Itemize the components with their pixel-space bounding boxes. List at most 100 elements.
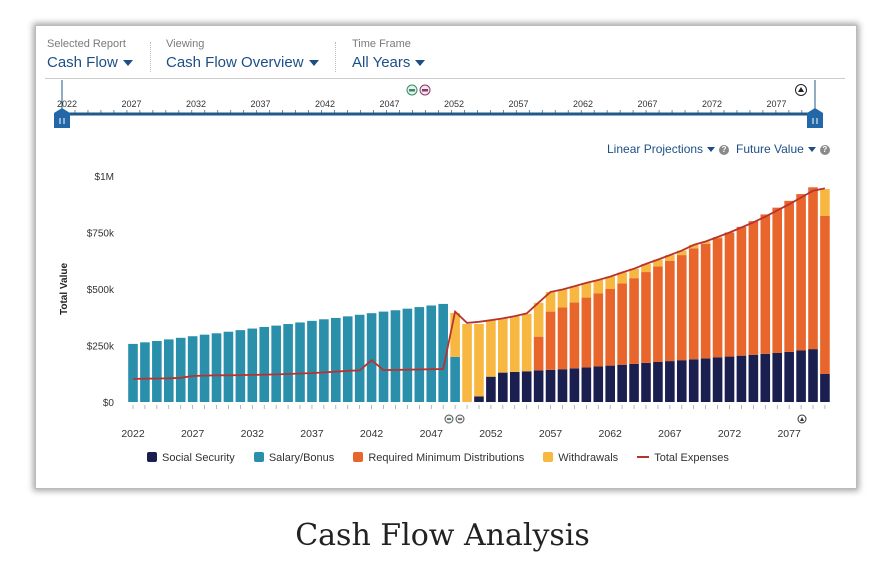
bar-rmd[interactable] (641, 272, 651, 363)
time-frame-dropdown[interactable]: Time Frame All Years (352, 38, 426, 71)
legend-withdrawals[interactable]: Withdrawals (543, 452, 618, 464)
bar-withdrawals[interactable] (820, 189, 830, 217)
bar-rmd[interactable] (808, 187, 818, 350)
legend-social-security[interactable]: Social Security (147, 452, 235, 464)
bar-withdrawals[interactable] (688, 244, 699, 249)
bar-social-security[interactable] (760, 353, 771, 402)
bar-rmd[interactable] (688, 248, 699, 360)
bar-withdrawals[interactable] (641, 263, 651, 273)
bar-salary[interactable] (354, 314, 365, 402)
bar-rmd[interactable] (676, 255, 687, 361)
linear-projections-dropdown[interactable]: Linear Projections? (607, 142, 730, 156)
bar-social-security[interactable] (641, 362, 651, 402)
bar-withdrawals[interactable] (665, 255, 675, 261)
bar-rmd[interactable] (593, 293, 604, 367)
bar-social-security[interactable] (724, 356, 735, 402)
bar-salary[interactable] (331, 317, 341, 402)
bar-social-security[interactable] (784, 351, 794, 402)
bar-rmd[interactable] (772, 207, 783, 353)
bar-rmd[interactable] (700, 243, 711, 359)
bar-salary[interactable] (378, 311, 389, 402)
bar-social-security[interactable] (486, 376, 496, 402)
bar-rmd[interactable] (748, 221, 759, 355)
bar-social-security[interactable] (605, 365, 615, 402)
bar-social-security[interactable] (474, 396, 484, 402)
bar-social-security[interactable] (653, 361, 663, 402)
bar-salary[interactable] (163, 339, 174, 402)
legend-rmd[interactable]: Required Minimum Distributions (353, 452, 524, 464)
bar-salary[interactable] (319, 319, 329, 402)
bar-salary[interactable] (402, 308, 413, 402)
bar-withdrawals[interactable] (569, 286, 580, 303)
bar-salary[interactable] (342, 316, 353, 402)
bar-salary[interactable] (211, 333, 222, 402)
bar-social-security[interactable] (617, 364, 627, 402)
legend-salary-bonus[interactable]: Salary/Bonus (253, 452, 334, 464)
bar-social-security[interactable] (545, 369, 556, 402)
bar-salary[interactable] (128, 343, 138, 402)
viewing-dropdown[interactable]: Viewing Cash Flow Overview (166, 38, 319, 71)
bar-salary[interactable] (307, 320, 317, 402)
bar-salary[interactable] (247, 328, 258, 402)
bar-rmd[interactable] (760, 214, 771, 354)
bar-withdrawals[interactable] (533, 302, 544, 337)
bar-salary[interactable] (366, 313, 377, 402)
bar-social-security[interactable] (581, 367, 592, 402)
bar-rmd[interactable] (533, 336, 544, 371)
bar-salary[interactable] (426, 305, 437, 402)
bar-withdrawals[interactable] (521, 313, 532, 372)
bar-withdrawals[interactable] (700, 241, 711, 244)
bar-withdrawals[interactable] (581, 282, 592, 298)
bar-social-security[interactable] (569, 368, 580, 402)
bar-rmd[interactable] (665, 260, 675, 362)
bar-rmd[interactable] (796, 194, 806, 351)
event-icon[interactable] (444, 414, 454, 424)
bar-social-security[interactable] (665, 361, 675, 402)
bar-withdrawals[interactable] (557, 289, 568, 308)
up-arrow-circle-icon[interactable] (797, 414, 807, 424)
bar-salary[interactable] (283, 324, 293, 402)
bar-social-security[interactable] (808, 349, 818, 402)
bar-salary[interactable] (199, 334, 210, 402)
bar-rmd[interactable] (653, 266, 663, 362)
bar-withdrawals[interactable] (629, 268, 639, 279)
bar-salary[interactable] (450, 356, 460, 402)
bar-withdrawals[interactable] (545, 291, 556, 312)
help-icon[interactable]: ? (819, 144, 830, 155)
bar-withdrawals[interactable] (474, 324, 484, 397)
bar-social-security[interactable] (772, 352, 783, 402)
bar-withdrawals[interactable] (593, 279, 604, 294)
bar-withdrawals[interactable] (450, 312, 460, 357)
bar-withdrawals[interactable] (509, 316, 520, 372)
bar-salary[interactable] (390, 310, 401, 402)
bar-social-security[interactable] (796, 350, 806, 402)
bar-withdrawals[interactable] (498, 318, 508, 373)
bar-social-security[interactable] (820, 373, 830, 402)
event-icon[interactable] (455, 414, 465, 424)
bar-salary[interactable] (175, 337, 186, 402)
bar-salary[interactable] (187, 336, 198, 402)
bar-rmd[interactable] (724, 232, 735, 357)
bar-social-security[interactable] (593, 366, 604, 402)
bar-social-security[interactable] (736, 355, 747, 402)
bar-rmd[interactable] (629, 278, 639, 364)
bar-withdrawals[interactable] (676, 250, 687, 256)
bar-salary[interactable] (414, 307, 425, 402)
bar-social-security[interactable] (748, 354, 759, 402)
bar-rmd[interactable] (581, 297, 592, 368)
selected-report-dropdown[interactable]: Selected Report Cash Flow (47, 38, 133, 71)
bar-social-security[interactable] (712, 357, 723, 402)
bar-social-security[interactable] (629, 363, 639, 402)
bar-social-security[interactable] (688, 359, 699, 402)
bar-social-security[interactable] (533, 370, 544, 402)
bar-social-security[interactable] (521, 371, 532, 402)
bar-social-security[interactable] (557, 369, 568, 402)
help-icon[interactable]: ? (719, 144, 730, 155)
bar-salary[interactable] (152, 340, 162, 402)
bar-rmd[interactable] (605, 289, 615, 366)
bar-salary[interactable] (259, 326, 270, 402)
bar-social-security[interactable] (509, 371, 520, 402)
bar-rmd[interactable] (784, 200, 794, 352)
bar-rmd[interactable] (557, 307, 568, 370)
bar-rmd[interactable] (569, 302, 580, 369)
